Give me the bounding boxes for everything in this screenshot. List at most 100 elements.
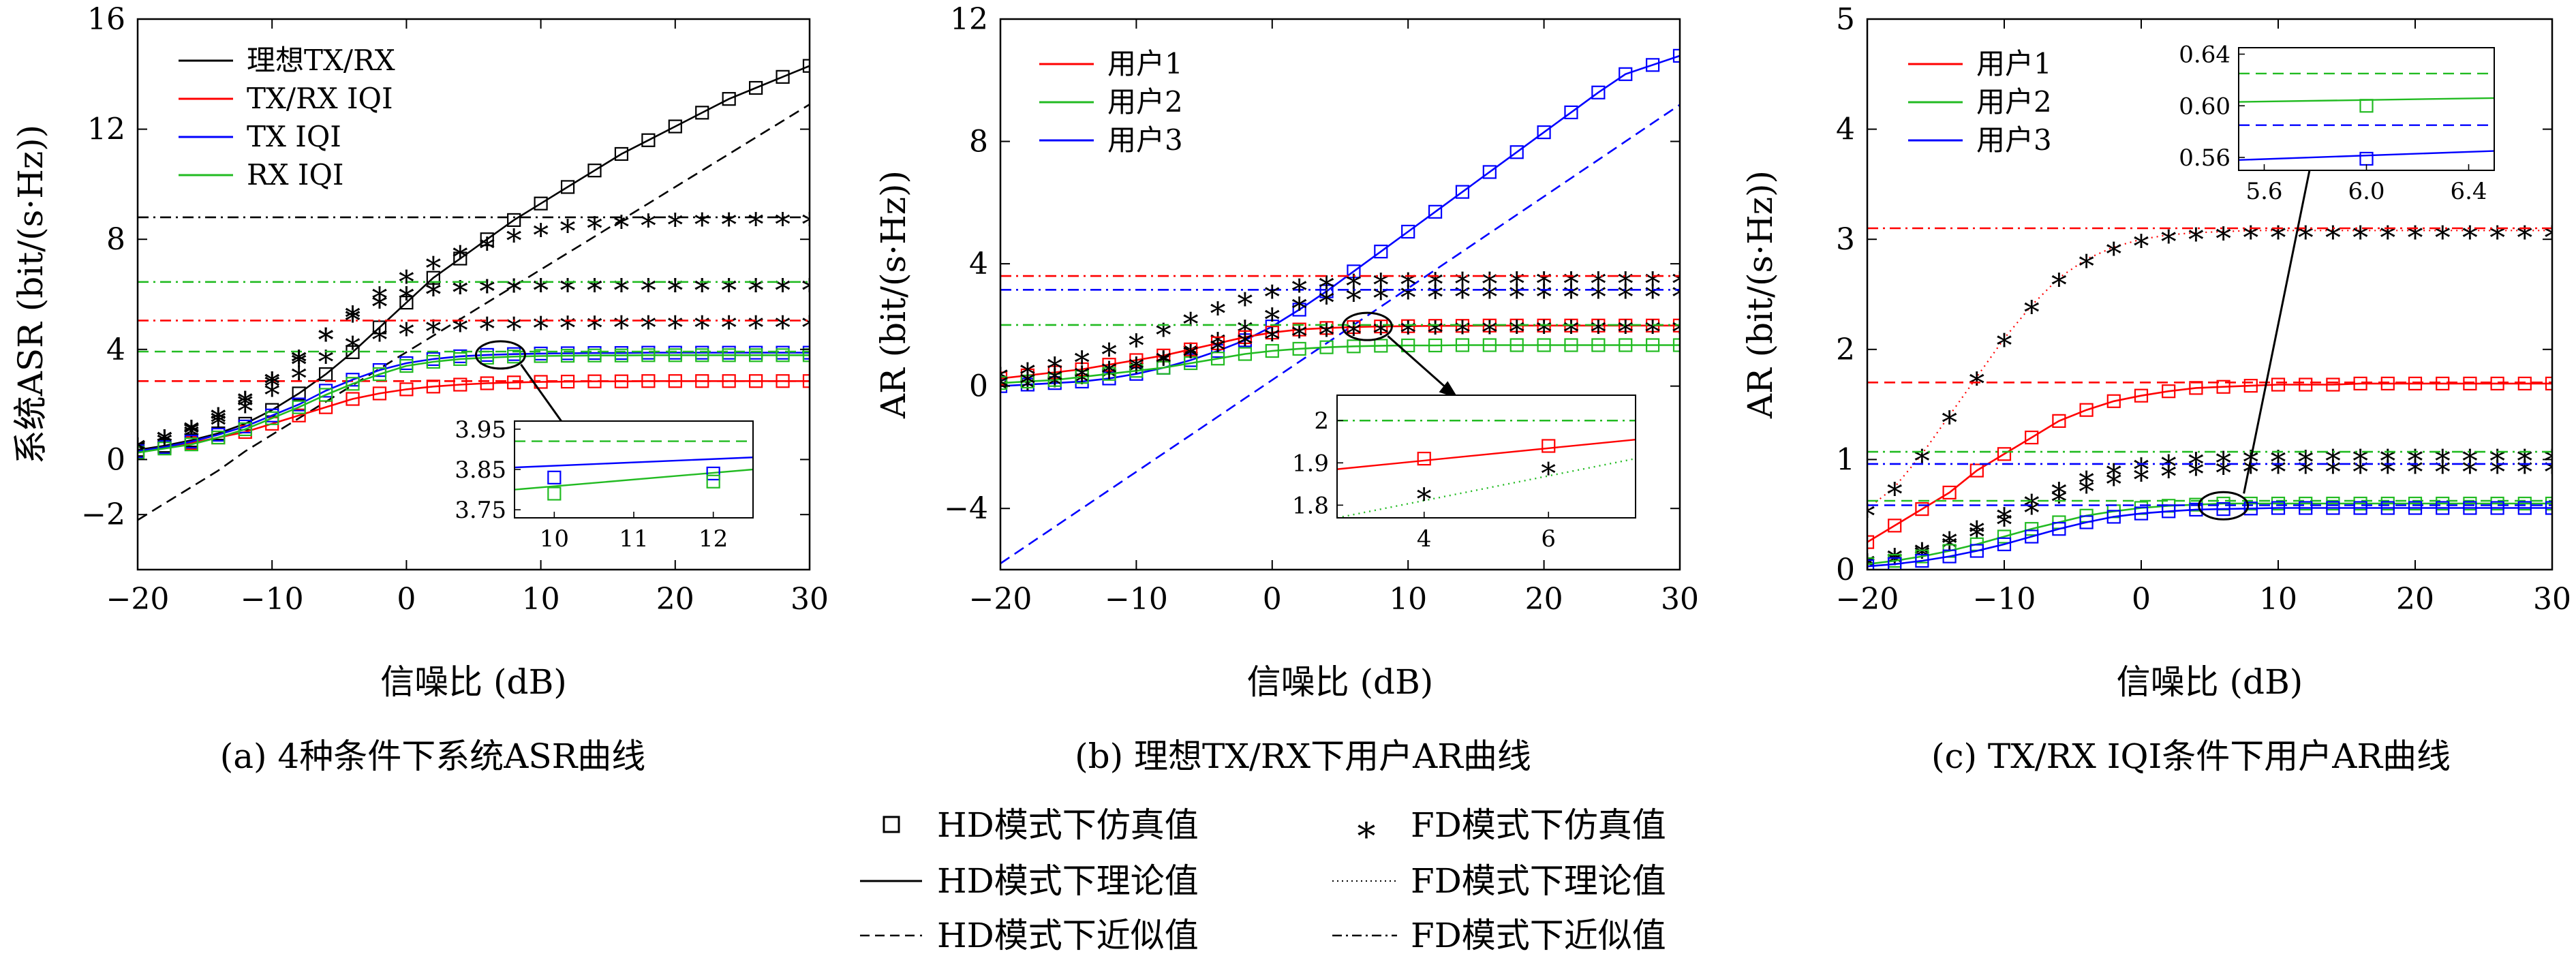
fd-sim-marker: ∗ <box>2322 213 2344 249</box>
hd-sim-marker <box>1867 559 1875 570</box>
fd-sim-marker: ∗ <box>450 232 471 269</box>
hd-sim-marker <box>1401 224 1415 239</box>
inset-y-tick-label: 2 <box>1314 407 1329 435</box>
fd-sim-marker: ∗ <box>2295 213 2316 249</box>
series-hd-theory-line <box>1867 502 2552 566</box>
fd-sim-marker: ∗ <box>1370 260 1392 297</box>
hd-sim-marker <box>1265 343 1279 358</box>
hd-sim-marker <box>1319 340 1334 354</box>
inset-background <box>2239 48 2494 170</box>
legend-label: 理想TX/RX <box>247 44 395 77</box>
fd-sim-marker: ∗ <box>2130 455 2151 492</box>
fd-sim-marker: ∗ <box>2076 241 2097 278</box>
series-hd-approx-line <box>1000 104 1680 565</box>
hd-sim-marker <box>1619 67 1633 81</box>
fd-sim-marker: ∗ <box>342 296 363 333</box>
fd-sim-marker: ∗ <box>2130 221 2151 258</box>
fd-sim-marker: ∗ <box>611 266 632 303</box>
fd-sim-marker: ∗ <box>2432 436 2453 473</box>
fd-sim-marker: ∗ <box>799 303 820 339</box>
fd-sim-marker: ∗ <box>288 340 309 377</box>
fd-sim-marker: ∗ <box>1424 273 1445 309</box>
hd-sim-marker <box>560 180 575 194</box>
hd-sim-marker <box>1238 330 1253 344</box>
hd-sim-marker <box>2380 376 2395 390</box>
fd-sim-marker: ∗ <box>1316 278 1337 315</box>
hd-sim-marker <box>372 367 387 382</box>
hd-sim-marker <box>1319 321 1334 335</box>
fd-sim-marker: ∗ <box>234 382 256 418</box>
hd-sim-marker <box>399 296 414 310</box>
fd-sim-marker: ∗ <box>342 293 363 330</box>
hd-sim-marker <box>2353 376 2367 390</box>
hd-sim-marker <box>641 348 656 362</box>
x-tick-label: 0 <box>2132 582 2151 617</box>
fd-sim-marker: ∗ <box>476 266 497 303</box>
hd-sim-marker <box>1455 185 1470 199</box>
fd-sim-marker: ∗ <box>530 211 551 247</box>
fd-sim-marker: ∗ <box>1912 436 1933 473</box>
fd-sim-marker: ∗ <box>1289 266 1310 303</box>
hd-sim-marker <box>1265 326 1279 340</box>
hd-sim-marker <box>453 251 467 266</box>
fd-sim-marker: ∗ <box>234 378 256 415</box>
hd-sim-marker <box>238 422 252 437</box>
hd-sim-marker <box>1347 320 1361 335</box>
chart-panels: ∗ ∗ ∗ ∗ ∗∗∗∗∗∗ ∗ ∗ ∗ ∗ ∗ ∗ ∗ ∗ ∗ ∗ ∗ ∗ ∗ ∗ ∗ ∗∗ ∗ ∗ ∗ ∗ ∗ ∗ ∗ ∗ ∗ ∗ ∗ ∗ ∗… <box>11 2 2571 702</box>
fd-sim-marker: ∗ <box>2350 447 2371 484</box>
fd-sim-marker: ∗ <box>1479 307 1500 344</box>
hd-sim-marker <box>2463 501 2477 515</box>
fd-sim-marker: ∗ <box>1669 307 1690 344</box>
x-tick-label: 20 <box>656 582 694 617</box>
fd-sim-marker: ∗ <box>2377 213 2398 249</box>
legend-fd-approx: FD模式下近似值 <box>1411 916 1666 955</box>
y-axis-label: AR (bit/(s·Hz)) <box>1741 170 1780 419</box>
hd-sim-marker <box>749 374 763 388</box>
fd-sim-marker: ∗ <box>1452 273 1473 309</box>
x-tick-label: 30 <box>2533 582 2571 617</box>
hd-sim-marker <box>1509 338 1524 352</box>
inset-hd-marker <box>2359 99 2374 113</box>
series-fd-theory-line <box>1867 230 2552 510</box>
hd-sim-marker <box>1347 264 1361 279</box>
legend-label: 用户1 <box>1976 47 2052 80</box>
hd-sim-marker <box>1915 502 1929 516</box>
series-hd-theory-line <box>1867 507 2552 568</box>
hd-sim-marker <box>2162 504 2176 519</box>
fd-sim-marker: ∗ <box>638 266 659 303</box>
hd-sim-marker <box>2490 501 2504 515</box>
hd-sim-marker <box>507 350 521 364</box>
inset-fd-marker: ∗ <box>1538 451 1559 486</box>
fd-sim-marker: ∗ <box>1099 330 1120 367</box>
plot-area: ∗∗∗∗∗∗∗∗∗∗∗∗∗∗∗∗∗∗∗∗∗∗∗∗∗∗∗∗∗∗∗∗∗∗∗∗∗∗∗∗… <box>990 48 1690 565</box>
y-tick-label: −4 <box>944 491 988 526</box>
caption-b: (b) 理想TX/RX下用户AR曲线 <box>1075 737 1531 776</box>
fd-sim-marker: ∗ <box>1234 279 1255 316</box>
zoom-arrow-head <box>1439 381 1458 399</box>
hd-sim-marker <box>1102 367 1116 381</box>
y-tick-label: 4 <box>1836 112 1855 147</box>
x-tick-label: −20 <box>106 582 170 617</box>
y-tick-label: 12 <box>87 112 125 147</box>
fd-sim-marker: ∗ <box>1669 272 1690 309</box>
inset-y-tick-label: 0.56 <box>2179 144 2230 172</box>
fd-sim-marker: ∗ <box>1261 315 1283 352</box>
hd-sim-marker <box>1455 338 1470 352</box>
hd-sim-marker <box>1672 338 1680 352</box>
y-tick-label: 16 <box>87 2 125 37</box>
hd-sim-marker <box>1374 320 1388 334</box>
fd-sim-marker: ∗ <box>990 362 1011 399</box>
fd-sim-marker: ∗ <box>262 359 283 396</box>
y-tick-label: 1 <box>1836 442 1855 477</box>
hd-sim-marker <box>372 386 387 401</box>
hd-sim-marker <box>2353 501 2367 515</box>
axes-frame <box>136 18 811 571</box>
hd-sim-marker <box>587 164 602 178</box>
inset-line <box>2238 150 2495 161</box>
hd-sim-marker <box>1428 204 1443 219</box>
x-tick-label: 20 <box>1525 582 1563 617</box>
hd-sim-marker <box>776 69 790 84</box>
hd-sim-marker <box>2079 403 2094 417</box>
inset-x-tick-label: 4 <box>1417 525 1432 553</box>
fd-sim-marker: ∗ <box>584 204 605 241</box>
